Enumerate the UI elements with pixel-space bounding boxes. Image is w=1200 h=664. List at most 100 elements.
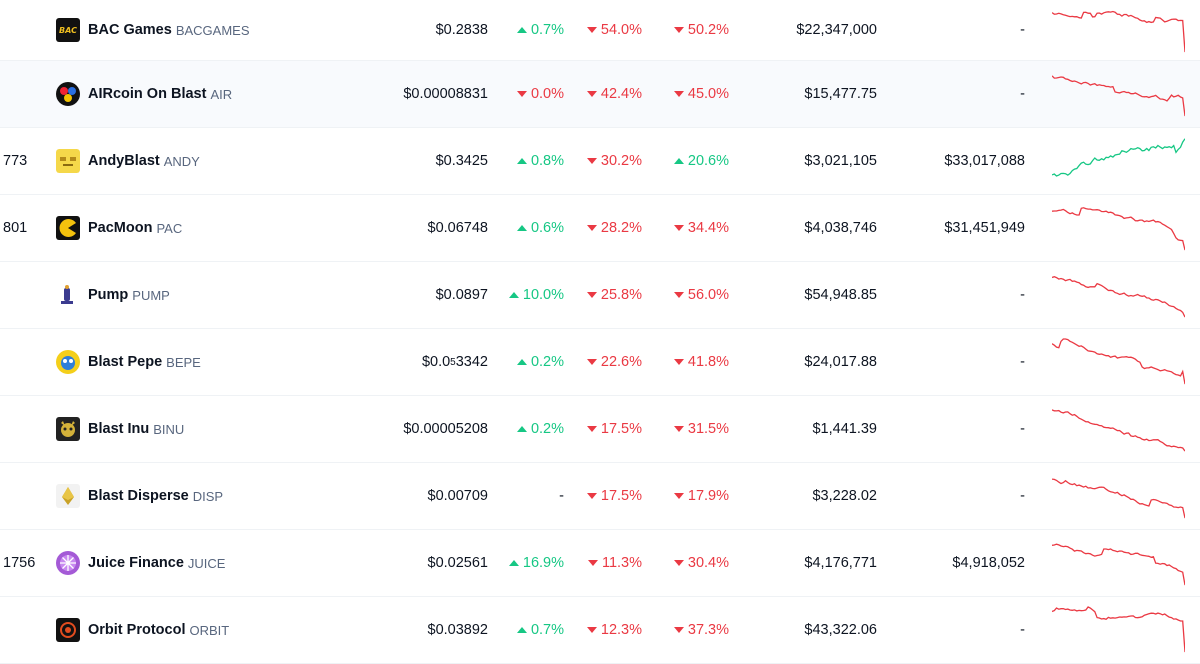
rank-cell: 1756 xyxy=(3,555,36,571)
table-row[interactable]: 773 AndyBlast ANDY $0.3425 0.8% 30.2% 20… xyxy=(0,128,1200,195)
coin-name[interactable]: Blast Pepe xyxy=(88,354,163,370)
table-row[interactable]: Orbit Protocol ORBIT $0.03892 0.7% 12.3%… xyxy=(0,597,1200,664)
price-cell: $0.02561 xyxy=(427,555,488,571)
caret-down-icon xyxy=(586,359,597,365)
sparkline-7d[interactable] xyxy=(1052,0,1187,60)
table-row[interactable]: 1756 Juice Finance JUICE $0.02561 16.9% … xyxy=(0,530,1200,597)
sparkline-7d[interactable] xyxy=(1052,128,1187,194)
change-value: 50.2% xyxy=(687,22,729,38)
sparkline-7d[interactable] xyxy=(1052,262,1187,328)
sparkline-7d[interactable] xyxy=(1052,61,1187,127)
caret-down-icon xyxy=(586,225,597,231)
market-cap-cell: - xyxy=(1020,488,1025,504)
volume-cell: $3,021,105 xyxy=(804,153,877,169)
rank-cell xyxy=(3,597,48,663)
sparkline-7d[interactable] xyxy=(1052,530,1187,596)
sparkline-line xyxy=(1052,478,1185,519)
sparkline-line xyxy=(1052,606,1185,653)
rank-cell: 773 xyxy=(3,153,28,169)
rank-cell xyxy=(3,61,48,127)
coin-name[interactable]: AndyBlast xyxy=(88,153,160,169)
sparkline-7d[interactable] xyxy=(1052,329,1187,395)
coin-name-cell[interactable]: AIRcoin On Blast AIR xyxy=(56,61,386,127)
change-1h-cell: 0.2% xyxy=(494,396,564,462)
change-value: 42.4% xyxy=(600,86,642,102)
sparkline-line xyxy=(1052,138,1185,177)
bac-games-icon: BAC xyxy=(56,18,80,42)
sparkline-line xyxy=(1052,10,1185,53)
change-value: 0.8% xyxy=(530,153,564,169)
caret-down-icon xyxy=(673,560,684,566)
coin-name[interactable]: Blast Inu xyxy=(88,421,150,437)
coin-name-cell[interactable]: Pump PUMP xyxy=(56,262,386,328)
coin-name-cell[interactable]: Blast Pepe BEPE xyxy=(56,329,386,395)
caret-down-icon xyxy=(673,27,684,33)
market-cap-cell: $33,017,088 xyxy=(944,153,1025,169)
change-value: 17.5% xyxy=(600,421,642,437)
change-24h-cell: 22.6% xyxy=(572,329,642,395)
coin-name[interactable]: AIRcoin On Blast xyxy=(88,86,207,102)
price-cell: $0.03892 xyxy=(427,622,488,638)
change-24h-cell: 25.8% xyxy=(572,262,642,328)
sparkline-line xyxy=(1052,276,1185,318)
rank-cell xyxy=(3,329,48,395)
change-value: 34.4% xyxy=(687,220,729,236)
coin-name-cell[interactable]: Blast Inu BINU xyxy=(56,396,386,462)
change-24h-cell: 17.5% xyxy=(572,463,642,529)
table-row[interactable]: 801 PacMoon PAC $0.06748 0.6% 28.2% 34.4… xyxy=(0,195,1200,262)
sparkline-7d[interactable] xyxy=(1052,463,1187,529)
coin-symbol: BEPE xyxy=(166,354,201,370)
sparkline-line xyxy=(1052,338,1185,385)
market-cap-cell: - xyxy=(1020,421,1025,437)
coin-name[interactable]: Blast Disperse xyxy=(88,488,189,504)
caret-down-icon xyxy=(586,91,597,97)
change-1h-cell: 0.2% xyxy=(494,329,564,395)
juice-finance-icon xyxy=(56,551,80,575)
coin-name-cell[interactable]: Blast Disperse DISP xyxy=(56,463,386,529)
coin-name[interactable]: Pump xyxy=(88,287,129,303)
coin-name-cell[interactable]: BAC BAC Games BACGAMES xyxy=(56,0,386,60)
andyblast-icon xyxy=(56,149,80,173)
volume-cell: $24,017.88 xyxy=(804,354,877,370)
blast-pepe-icon xyxy=(56,350,80,374)
market-cap-cell: - xyxy=(1020,86,1025,102)
caret-down-icon xyxy=(586,493,597,499)
coin-name[interactable]: Juice Finance xyxy=(88,555,184,571)
table-row[interactable]: Blast Inu BINU $0.00005208 0.2% 17.5% 31… xyxy=(0,396,1200,463)
volume-cell: $4,176,771 xyxy=(804,555,877,571)
change-value: 0.7% xyxy=(530,22,564,38)
coin-name-cell[interactable]: Orbit Protocol ORBIT xyxy=(56,597,386,663)
coin-symbol: PUMP xyxy=(132,287,170,303)
price-prefix: $0.0 xyxy=(421,354,451,370)
table-row[interactable]: Blast Disperse DISP $0.00709 - 17.5% 17.… xyxy=(0,463,1200,530)
change-1h-cell: 0.8% xyxy=(494,128,564,194)
change-24h-cell: 42.4% xyxy=(572,61,642,127)
market-cap-cell: - xyxy=(1020,622,1025,638)
coin-name-cell[interactable]: AndyBlast ANDY xyxy=(56,128,386,194)
coin-name[interactable]: PacMoon xyxy=(88,220,153,236)
caret-down-icon xyxy=(586,426,597,432)
coin-name[interactable]: Orbit Protocol xyxy=(88,622,186,638)
table-row[interactable]: Pump PUMP $0.0897 10.0% 25.8% 56.0% $54,… xyxy=(0,262,1200,329)
change-7d-cell: 45.0% xyxy=(649,61,729,127)
volume-cell: $15,477.75 xyxy=(804,86,877,102)
table-row[interactable]: Blast Pepe BEPE $0.0 5 3342 0.2% 22.6% 41.… xyxy=(0,329,1200,396)
blast-inu-icon xyxy=(56,417,80,441)
coin-name[interactable]: BAC Games xyxy=(88,22,172,38)
coin-name-cell[interactable]: Juice Finance JUICE xyxy=(56,530,386,596)
change-1h-cell: 0.0% xyxy=(494,61,564,127)
market-cap-cell: - xyxy=(1020,287,1025,303)
change-1h-cell: - xyxy=(494,463,564,529)
table-row[interactable]: BAC BAC Games BACGAMES $0.2838 0.7% 54.0… xyxy=(0,0,1200,61)
change-value: 31.5% xyxy=(687,421,729,437)
change-24h-cell: 17.5% xyxy=(572,396,642,462)
coin-symbol: JUICE xyxy=(187,555,226,571)
coin-symbol: DISP xyxy=(192,488,224,504)
table-row[interactable]: AIRcoin On Blast AIR $0.00008831 0.0% 42… xyxy=(0,61,1200,128)
sparkline-7d[interactable] xyxy=(1052,597,1187,663)
coin-name-cell[interactable]: PacMoon PAC xyxy=(56,195,386,261)
sparkline-7d[interactable] xyxy=(1052,396,1187,462)
sparkline-7d[interactable] xyxy=(1052,195,1187,261)
change-1h-cell: 0.7% xyxy=(494,597,564,663)
price-cell: $0.00005208 xyxy=(403,421,488,437)
